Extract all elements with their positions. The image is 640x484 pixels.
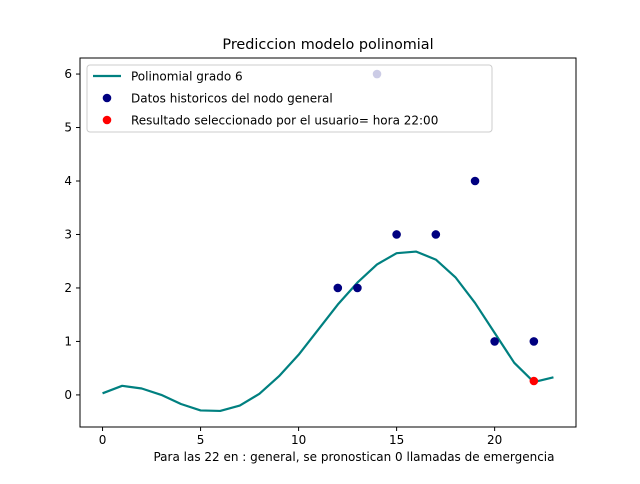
x-tick-label: 20 — [487, 433, 502, 447]
data-point — [392, 230, 401, 239]
y-axis-ticks: 0 1 2 3 4 5 6 — [64, 67, 80, 402]
y-tick-label: 6 — [64, 67, 72, 81]
y-tick-label: 0 — [64, 388, 72, 402]
data-point — [431, 230, 441, 239]
y-tick-label: 4 — [64, 174, 72, 188]
legend-label: Polinomial grado 6 — [131, 70, 243, 84]
plot-frame — [79, 57, 577, 428]
y-tick-label: 3 — [64, 227, 72, 241]
legend: Polinomial grado 6 Datos historicos del n… — [86, 64, 493, 133]
x-tick-label: 5 — [197, 433, 205, 447]
x-tick-label: 10 — [291, 433, 306, 447]
x-tick-label: 15 — [389, 433, 404, 447]
legend-label: Resultado seleccionado por el usuario= h… — [131, 114, 438, 128]
series-line — [102, 250, 554, 413]
x-tick-label: 0 — [99, 433, 107, 447]
x-axis-ticks: 0 5 10 15 20 — [99, 427, 502, 447]
y-tick-label: 5 — [64, 121, 72, 135]
footer-annotation: Para las 22 en : general, se pronostican… — [153, 450, 554, 464]
data-point — [333, 283, 343, 293]
y-tick-label: 1 — [64, 334, 72, 348]
data-point — [490, 337, 499, 346]
data-point — [529, 337, 539, 346]
y-tick-label: 2 — [64, 281, 72, 295]
legend-label: Datos historicos del nodo general — [131, 92, 333, 106]
data-point — [470, 176, 480, 186]
legend-box — [86, 64, 493, 133]
data-point — [353, 283, 362, 293]
legend-marker-swatch — [102, 115, 112, 125]
legend-marker-swatch — [102, 93, 112, 103]
data-point — [529, 376, 539, 386]
series-layer — [102, 69, 554, 413]
chart-title: Prediccion modelo polinomial — [222, 37, 433, 53]
